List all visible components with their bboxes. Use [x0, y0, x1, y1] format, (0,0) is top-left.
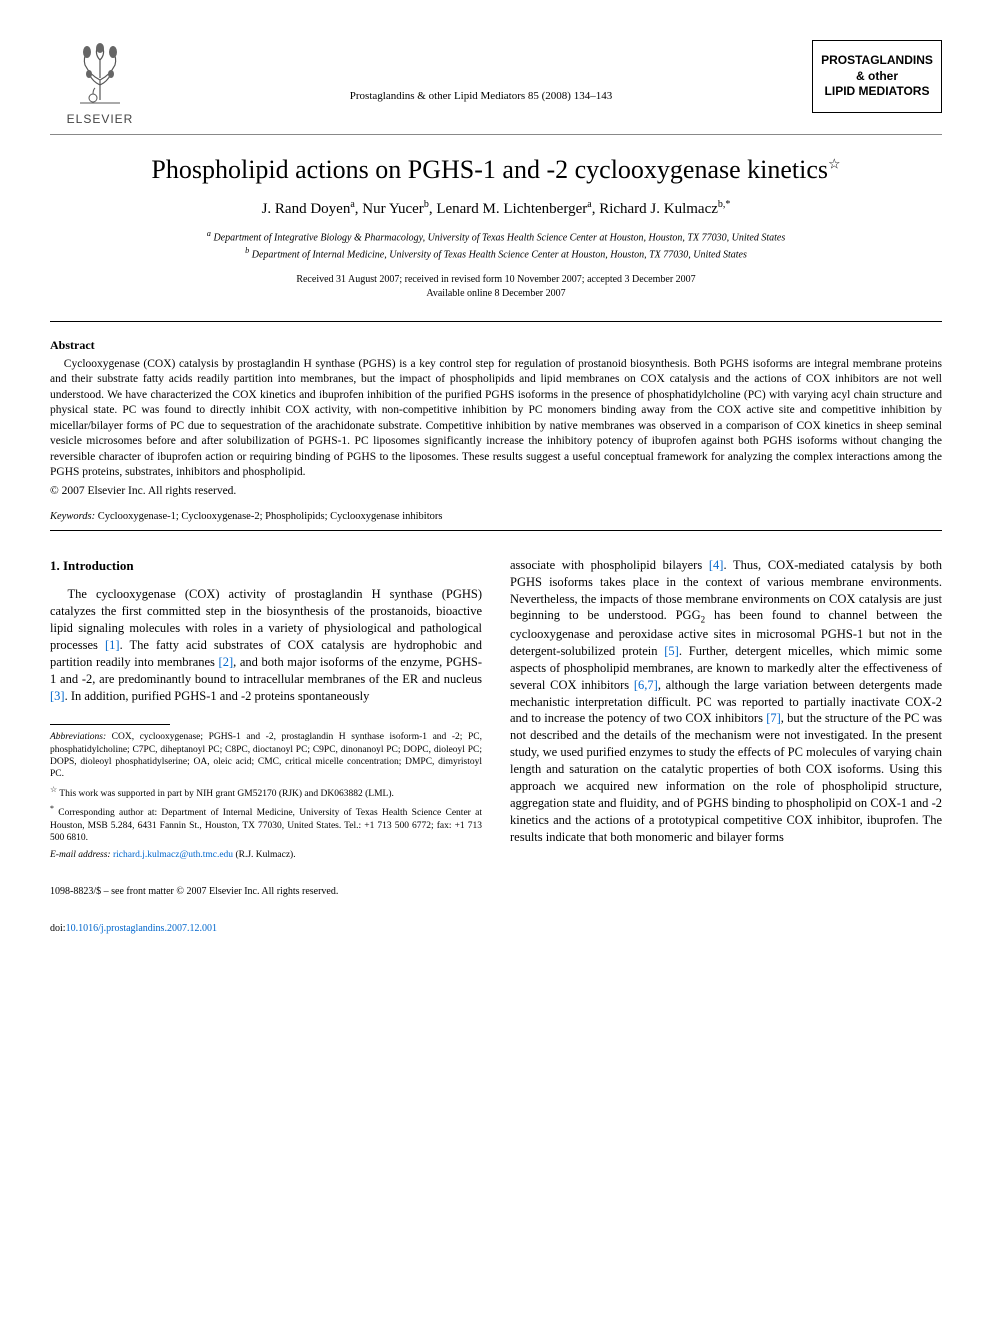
intro-paragraph: The cyclooxygenase (COX) activity of pro… — [50, 586, 482, 704]
intro-heading: 1. Introduction — [50, 557, 482, 575]
author-name: J. Rand Doyen — [262, 201, 351, 217]
right-column: associate with phospholipid bilayers [4]… — [510, 557, 942, 936]
publisher-logo-block: ELSEVIER — [50, 40, 150, 126]
header-rule — [50, 134, 942, 135]
body-columns: 1. Introduction The cyclooxygenase (COX)… — [50, 557, 942, 936]
author-name: Nur Yucer — [362, 201, 424, 217]
footnotes-block: Abbreviations: COX, cyclooxygenase; PGHS… — [50, 731, 482, 860]
author-affil-marker: a — [587, 199, 591, 210]
abstract-bottom-rule — [50, 530, 942, 531]
citation-link[interactable]: [1] — [105, 638, 120, 652]
copyright-line: © 2007 Elsevier Inc. All rights reserved… — [50, 485, 942, 497]
abstract-top-rule — [50, 321, 942, 322]
abstract-heading: Abstract — [50, 338, 942, 353]
page-header: ELSEVIER Prostaglandins & other Lipid Me… — [50, 40, 942, 126]
corresponding-author-footnote: * Corresponding author at: Department of… — [50, 804, 482, 844]
citation-link[interactable]: [5] — [664, 644, 679, 658]
author-affil-marker: b,* — [718, 199, 731, 210]
left-column: 1. Introduction The cyclooxygenase (COX)… — [50, 557, 482, 936]
citation-link[interactable]: [2] — [219, 655, 234, 669]
journal-box-line: & other — [819, 69, 935, 85]
author-list: J. Rand Doyena, Nur Yucerb, Lenard M. Li… — [50, 199, 942, 218]
abstract-body: Cyclooxygenase (COX) catalysis by prosta… — [50, 357, 942, 481]
journal-box-line: LIPID MEDIATORS — [819, 84, 935, 100]
footnote-rule — [50, 724, 170, 725]
abbreviations-footnote: Abbreviations: COX, cyclooxygenase; PGHS… — [50, 731, 482, 780]
funding-footnote: ☆ This work was supported in part by NIH… — [50, 785, 482, 801]
citation-link[interactable]: [7] — [766, 711, 781, 725]
journal-box-line: PROSTAGLANDINS — [819, 53, 935, 69]
online-date: Available online 8 December 2007 — [50, 287, 942, 301]
article-title: Phospholipid actions on PGHS-1 and -2 cy… — [50, 155, 942, 185]
citation-link[interactable]: [4] — [709, 558, 724, 572]
intro-paragraph-continued: associate with phospholipid bilayers [4]… — [510, 557, 942, 846]
affiliations: a Department of Integrative Biology & Ph… — [50, 228, 942, 263]
author-name: Richard J. Kulmacz — [599, 201, 718, 217]
author-affil-marker: a — [350, 199, 354, 210]
author-name: Lenard M. Lichtenberger — [436, 201, 587, 217]
title-text: Phospholipid actions on PGHS-1 and -2 cy… — [151, 155, 828, 184]
journal-citation: Prostaglandins & other Lipid Mediators 8… — [150, 40, 812, 102]
footer-doi-line: doi:10.1016/j.prostaglandins.2007.12.001 — [50, 922, 482, 936]
keywords-line: Keywords: Cyclooxygenase-1; Cyclooxygena… — [50, 511, 942, 522]
doi-link[interactable]: 10.1016/j.prostaglandins.2007.12.001 — [66, 923, 217, 934]
keywords-label: Keywords: — [50, 511, 95, 522]
citation-link[interactable]: [3] — [50, 689, 65, 703]
received-date: Received 31 August 2007; received in rev… — [50, 273, 942, 287]
keywords-list: Cyclooxygenase-1; Cyclooxygenase-2; Phos… — [98, 511, 443, 522]
email-footnote: E-mail address: richard.j.kulmacz@uth.tm… — [50, 849, 482, 861]
citation-link[interactable]: [6,7] — [634, 678, 658, 692]
email-link[interactable]: richard.j.kulmacz@uth.tmc.edu — [113, 850, 233, 860]
article-dates: Received 31 August 2007; received in rev… — [50, 273, 942, 301]
elsevier-tree-icon — [65, 40, 135, 110]
affiliation-b: b Department of Internal Medicine, Unive… — [50, 245, 942, 262]
affiliation-a: a Department of Integrative Biology & Ph… — [50, 228, 942, 245]
title-footnote-marker: ☆ — [828, 157, 841, 172]
journal-title-box: PROSTAGLANDINS & other LIPID MEDIATORS — [812, 40, 942, 113]
author-affil-marker: b — [424, 199, 429, 210]
footer-price-line: 1098-8823/$ – see front matter © 2007 El… — [50, 885, 482, 899]
publisher-name: ELSEVIER — [67, 112, 134, 126]
